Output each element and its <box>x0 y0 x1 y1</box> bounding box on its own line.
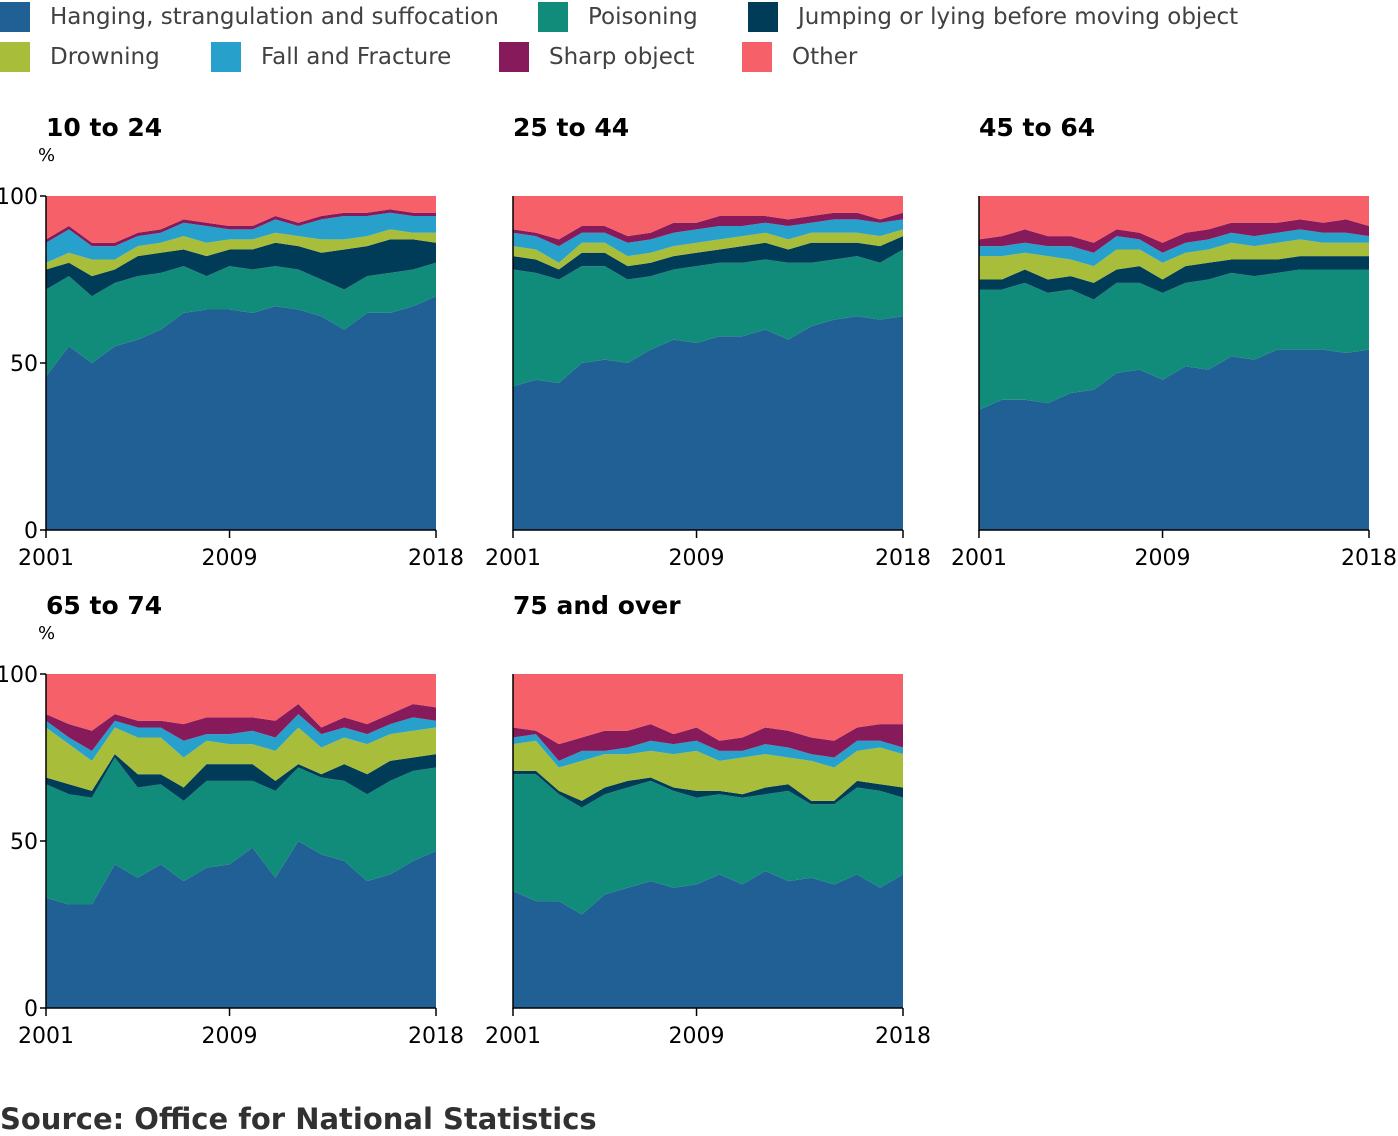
area-series <box>46 727 436 791</box>
area-series <box>46 754 436 801</box>
legend-swatch <box>0 42 30 72</box>
chart-panel: 65 to 74 2001 2009 2018 0 50 100% <box>0 591 464 1049</box>
area-series <box>979 239 1369 283</box>
y-tick-label: 50 <box>10 352 38 377</box>
chart-panel: 10 to 24 2001 2009 2018 0 50 100% <box>0 113 464 571</box>
x-tick-label: 2018 <box>408 546 464 571</box>
y-tick-label: 100 <box>0 185 38 210</box>
area-series <box>46 296 436 530</box>
legend-swatch <box>0 2 30 32</box>
area-series <box>46 704 436 751</box>
area-series <box>513 871 903 1008</box>
area-series <box>513 212 903 247</box>
x-tick-label: 2018 <box>408 1024 464 1049</box>
source-note: Source: Office for National Statistics <box>0 1102 597 1136</box>
area-series <box>979 196 1369 243</box>
x-tick-label: 2009 <box>669 1024 725 1049</box>
panel-title: 75 and over <box>513 591 681 620</box>
x-tick-label: 2018 <box>1341 546 1397 571</box>
y-tick-label: 0 <box>24 997 38 1022</box>
area-series <box>513 724 903 761</box>
x-tick-label: 2001 <box>485 1024 541 1049</box>
x-tick-label: 2009 <box>1135 546 1191 571</box>
panel-title: 25 to 44 <box>513 113 629 142</box>
area-series <box>46 229 436 277</box>
legend-label: Poisoning <box>588 4 698 30</box>
x-tick-label: 2009 <box>669 546 725 571</box>
panel-title: 45 to 64 <box>979 113 1095 142</box>
area-series <box>513 236 903 280</box>
y-axis-unit: % <box>38 145 55 166</box>
panel-title: 10 to 24 <box>46 113 162 142</box>
area-series <box>513 196 903 240</box>
legend-swatch <box>499 42 529 72</box>
area-series <box>46 674 436 731</box>
area-series <box>46 209 436 247</box>
x-tick-label: 2001 <box>18 546 74 571</box>
area-series <box>513 229 903 270</box>
area-series <box>46 841 436 1008</box>
area-series <box>979 269 1369 410</box>
area-series <box>979 349 1369 530</box>
area-series <box>513 734 903 768</box>
area-series <box>513 219 903 263</box>
y-tick-label: 100 <box>0 663 38 688</box>
area-series <box>46 239 436 297</box>
x-tick-label: 2001 <box>951 546 1007 571</box>
area-series <box>513 770 903 808</box>
area-series <box>513 674 903 745</box>
chart-panel: 75 and over 2001 2009 2018 <box>485 591 931 1049</box>
area-series <box>513 316 903 530</box>
y-axis-unit: % <box>38 623 55 644</box>
legend-swatch <box>211 42 241 72</box>
legend-label: Hanging, strangulation and suffocation <box>50 4 499 30</box>
legend: Hanging, strangulation and suffocation Po… <box>0 0 1398 80</box>
legend-label: Other <box>792 44 858 70</box>
legend-swatch <box>742 42 772 72</box>
legend-swatch <box>748 2 778 32</box>
area-series <box>979 229 1369 267</box>
chart-panel: 25 to 44 2001 2009 2018 <box>485 113 931 571</box>
legend-swatch <box>538 2 568 32</box>
area-series <box>513 740 903 801</box>
area-series <box>46 196 436 243</box>
y-tick-label: 0 <box>24 519 38 544</box>
x-tick-label: 2018 <box>875 546 931 571</box>
legend-label: Drowning <box>50 44 160 70</box>
area-series <box>46 757 436 905</box>
x-tick-label: 2018 <box>875 1024 931 1049</box>
area-series <box>46 714 436 761</box>
x-tick-label: 2009 <box>202 546 258 571</box>
legend-label: Sharp object <box>549 44 695 70</box>
area-series <box>513 249 903 387</box>
chart-panel: 45 to 64 2001 2009 2018 <box>951 113 1397 571</box>
y-tick-label: 50 <box>10 830 38 855</box>
x-tick-label: 2001 <box>485 546 541 571</box>
area-series <box>979 219 1369 253</box>
area-series <box>46 262 436 377</box>
legend-label: Fall and Fracture <box>261 44 452 70</box>
area-series <box>979 256 1369 300</box>
x-tick-label: 2009 <box>202 1024 258 1049</box>
panel-title: 65 to 74 <box>46 591 162 620</box>
area-series <box>513 774 903 915</box>
x-tick-label: 2001 <box>18 1024 74 1049</box>
area-series <box>46 212 436 263</box>
legend-label: Jumping or lying before moving object <box>798 4 1239 30</box>
